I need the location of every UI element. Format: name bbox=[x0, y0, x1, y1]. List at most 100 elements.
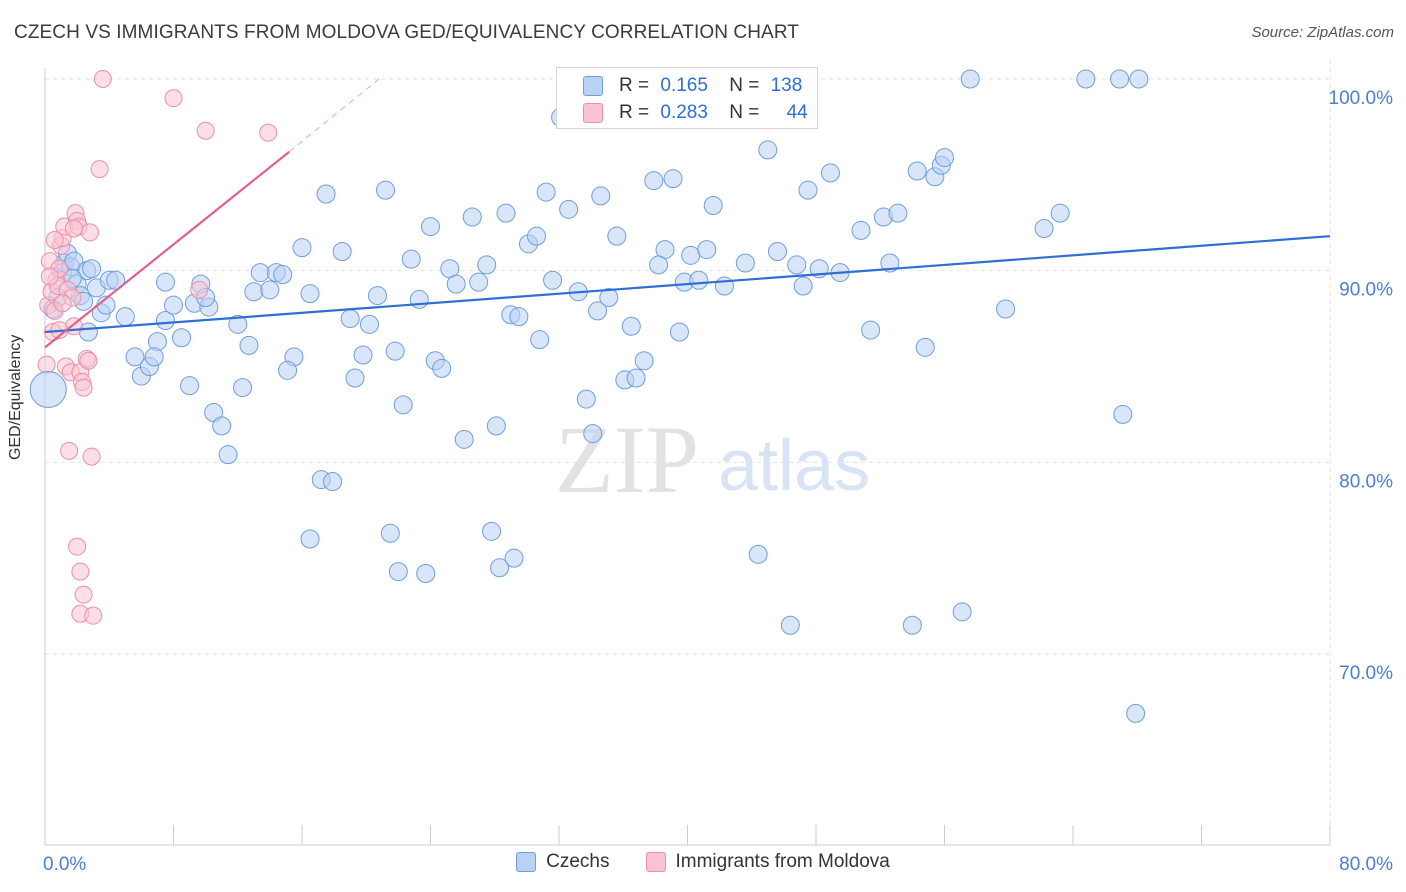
czech-point bbox=[681, 245, 701, 265]
czech-point bbox=[960, 69, 980, 89]
moldova-point bbox=[64, 219, 83, 238]
czech-point bbox=[509, 307, 529, 327]
moldova-point bbox=[80, 223, 99, 242]
czech-point bbox=[798, 180, 818, 200]
y-tick-label: 70.0% bbox=[1339, 663, 1393, 684]
czech-point bbox=[591, 186, 611, 206]
czech-point bbox=[147, 332, 167, 352]
stats-n-label: N = bbox=[729, 75, 760, 96]
moldova-point bbox=[82, 447, 101, 466]
stats-box: R = 0.165 N = 138 R = 0.283 N = 44 bbox=[556, 67, 818, 129]
czech-point bbox=[469, 272, 489, 292]
czech-point bbox=[482, 521, 502, 541]
czech-point bbox=[239, 335, 259, 355]
czech-point bbox=[454, 429, 474, 449]
czech-point bbox=[244, 282, 264, 302]
czech-point bbox=[385, 341, 405, 361]
moldova-point bbox=[190, 280, 209, 299]
trend-layer bbox=[44, 78, 1331, 349]
czech-point bbox=[787, 255, 807, 275]
czech-point bbox=[401, 249, 421, 269]
czech-point bbox=[935, 148, 954, 168]
source-label: Source: ZipAtlas.com bbox=[1251, 24, 1394, 41]
czech-point bbox=[748, 544, 768, 564]
czech-point bbox=[915, 337, 935, 357]
czech-point bbox=[1129, 69, 1149, 89]
czech-point bbox=[496, 203, 516, 223]
moldova-point bbox=[90, 160, 109, 179]
y-axis-label: GED/Equivalency bbox=[7, 334, 24, 460]
czech-point bbox=[559, 199, 579, 219]
czech-point bbox=[952, 602, 972, 622]
moldova-point bbox=[74, 585, 93, 604]
czech-point bbox=[125, 347, 145, 367]
moldova-point bbox=[84, 606, 103, 625]
czech-point bbox=[888, 203, 908, 223]
watermark: ZIP atlas bbox=[555, 406, 870, 513]
czech-point bbox=[106, 270, 126, 290]
x-tick-label-max: 80.0% bbox=[1339, 854, 1393, 875]
czech-point bbox=[367, 286, 387, 306]
czech-point bbox=[1126, 703, 1146, 723]
legend-label-moldova: Immigrants from Moldova bbox=[675, 851, 890, 872]
czech-point bbox=[669, 322, 689, 342]
legend-label-czechs: Czechs bbox=[546, 851, 610, 872]
czech-point bbox=[155, 272, 175, 292]
legend-item-moldova[interactable]: Immigrants from Moldova bbox=[645, 851, 890, 873]
czech-point bbox=[490, 558, 510, 578]
czech-point bbox=[851, 220, 871, 240]
moldova-point bbox=[45, 231, 64, 249]
czech-point bbox=[316, 184, 336, 204]
czech-point bbox=[300, 529, 320, 549]
czech-point bbox=[689, 270, 709, 290]
czech-point bbox=[634, 351, 654, 371]
czech-point bbox=[250, 263, 270, 283]
czech-point bbox=[323, 472, 343, 491]
czech-point bbox=[527, 226, 547, 246]
stats-r-value-czechs: 0.165 bbox=[660, 75, 708, 96]
czech-point bbox=[228, 314, 248, 334]
czech-point bbox=[432, 358, 452, 378]
stats-r-label: R = bbox=[619, 75, 650, 96]
czech-point bbox=[180, 376, 200, 396]
czech-point bbox=[583, 424, 603, 444]
czech-point bbox=[82, 259, 102, 279]
czech-point bbox=[273, 265, 293, 284]
czech-point bbox=[218, 445, 238, 465]
czech-point bbox=[1050, 203, 1070, 223]
czech-trend-line bbox=[44, 235, 1331, 334]
czech-point bbox=[29, 371, 67, 408]
stats-n-value-moldova: 44 bbox=[786, 102, 808, 123]
stats-r-value-moldova: 0.283 bbox=[660, 102, 708, 123]
czech-point bbox=[380, 523, 400, 543]
czech-point bbox=[446, 274, 466, 294]
legend-swatch-czechs bbox=[516, 852, 537, 872]
moldova-point bbox=[196, 121, 215, 140]
legend-item-czechs[interactable]: Czechs bbox=[516, 851, 610, 873]
czech-point bbox=[543, 270, 563, 290]
czech-point bbox=[212, 416, 232, 436]
moldova-point bbox=[79, 351, 98, 370]
czech-point bbox=[172, 328, 192, 348]
moldova-trend-extension bbox=[288, 78, 380, 153]
moldova-point bbox=[37, 355, 56, 374]
czech-point bbox=[332, 242, 352, 261]
czech-point bbox=[345, 368, 365, 388]
czech-point bbox=[588, 301, 608, 321]
czech-point bbox=[621, 316, 641, 336]
czech-point bbox=[530, 330, 550, 350]
moldova-point bbox=[68, 537, 87, 556]
moldova-point bbox=[40, 267, 59, 286]
y-tick-label: 100.0% bbox=[1329, 88, 1394, 109]
stats-n-label: N = bbox=[729, 102, 760, 123]
czech-point bbox=[359, 314, 379, 334]
czech-point bbox=[292, 238, 312, 258]
czech-point bbox=[697, 240, 717, 260]
czech-point bbox=[780, 615, 800, 635]
moldova-point bbox=[53, 294, 72, 313]
moldova-point bbox=[71, 562, 90, 581]
moldova-trend-line bbox=[44, 150, 290, 349]
czech-point bbox=[767, 242, 787, 261]
tick-label-layer: 100.0% 90.0% 80.0% 70.0% 0.0% 80.0% bbox=[43, 88, 1393, 875]
